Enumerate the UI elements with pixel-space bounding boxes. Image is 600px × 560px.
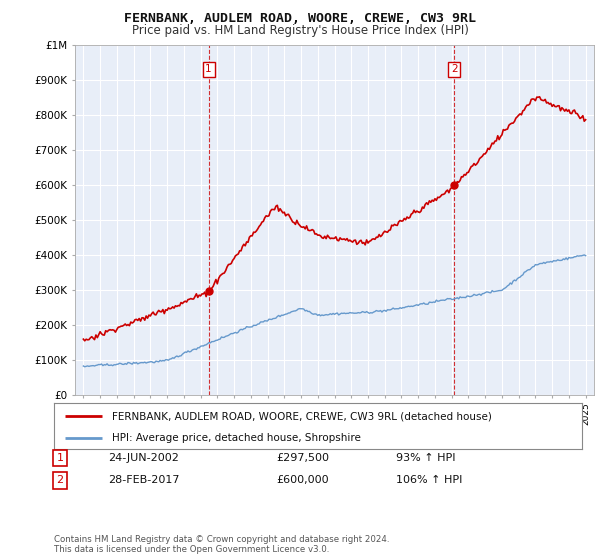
Text: FERNBANK, AUDLEM ROAD, WOORE, CREWE, CW3 9RL (detached house): FERNBANK, AUDLEM ROAD, WOORE, CREWE, CW3… bbox=[112, 411, 492, 421]
Text: 2: 2 bbox=[451, 64, 458, 74]
Text: Contains HM Land Registry data © Crown copyright and database right 2024.
This d: Contains HM Land Registry data © Crown c… bbox=[54, 535, 389, 554]
Text: HPI: Average price, detached house, Shropshire: HPI: Average price, detached house, Shro… bbox=[112, 433, 361, 442]
Text: £600,000: £600,000 bbox=[276, 475, 329, 486]
Text: 2: 2 bbox=[56, 475, 64, 486]
Text: 106% ↑ HPI: 106% ↑ HPI bbox=[396, 475, 463, 486]
Text: Price paid vs. HM Land Registry's House Price Index (HPI): Price paid vs. HM Land Registry's House … bbox=[131, 24, 469, 37]
Text: 1: 1 bbox=[205, 64, 212, 74]
Text: 93% ↑ HPI: 93% ↑ HPI bbox=[396, 453, 455, 463]
Text: 1: 1 bbox=[56, 453, 64, 463]
Text: £297,500: £297,500 bbox=[276, 453, 329, 463]
Text: 28-FEB-2017: 28-FEB-2017 bbox=[108, 475, 179, 486]
Text: FERNBANK, AUDLEM ROAD, WOORE, CREWE, CW3 9RL: FERNBANK, AUDLEM ROAD, WOORE, CREWE, CW3… bbox=[124, 12, 476, 25]
Text: 24-JUN-2002: 24-JUN-2002 bbox=[108, 453, 179, 463]
